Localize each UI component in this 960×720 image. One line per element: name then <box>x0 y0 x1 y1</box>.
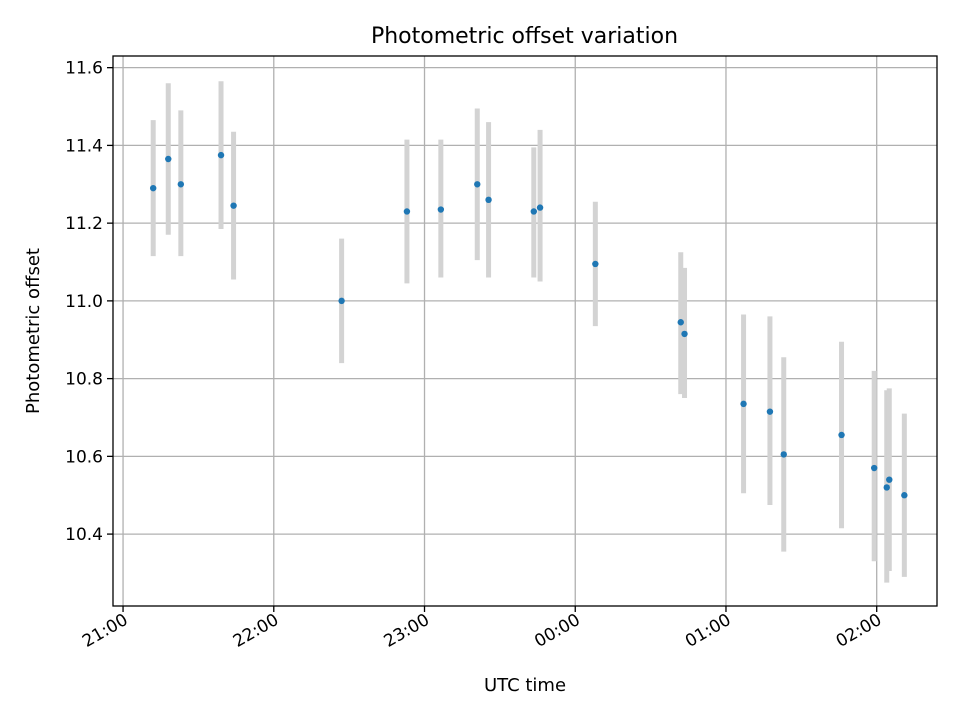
data-point <box>870 464 878 472</box>
chart-title: Photometric offset variation <box>371 24 678 49</box>
y-tick-label: 10.4 <box>65 525 103 545</box>
y-tick-label: 11.2 <box>65 214 103 234</box>
y-tick-label: 10.8 <box>65 370 103 390</box>
data-point <box>886 476 893 483</box>
data-point <box>177 181 185 188</box>
data-point <box>530 208 537 215</box>
data-point <box>230 202 237 209</box>
data-point <box>338 297 345 305</box>
data-point <box>681 330 688 338</box>
data-point <box>217 151 225 159</box>
data-point <box>149 184 157 192</box>
data-point <box>766 408 774 415</box>
data-point <box>740 400 747 408</box>
x-axis-label: UTC time <box>484 675 566 696</box>
data-point <box>883 484 890 491</box>
y-tick-label: 11.6 <box>65 59 103 79</box>
data-point <box>536 204 544 211</box>
data-point <box>592 260 599 268</box>
y-tick-label: 11.4 <box>65 136 103 156</box>
data-point <box>437 206 445 213</box>
y-tick-label: 10.6 <box>65 447 103 467</box>
grid-lines <box>113 56 937 606</box>
data-point <box>403 208 411 215</box>
data-point <box>838 431 845 439</box>
data-point <box>677 319 684 326</box>
data-point <box>165 155 172 163</box>
y-tick-label: 11.0 <box>65 292 103 312</box>
y-axis-label: Photometric offset <box>23 248 44 414</box>
plot-frame <box>112 55 938 607</box>
data-point <box>780 451 787 458</box>
data-point <box>474 181 481 188</box>
data-points <box>149 151 908 499</box>
data-point <box>901 492 908 499</box>
data-point <box>485 196 492 204</box>
